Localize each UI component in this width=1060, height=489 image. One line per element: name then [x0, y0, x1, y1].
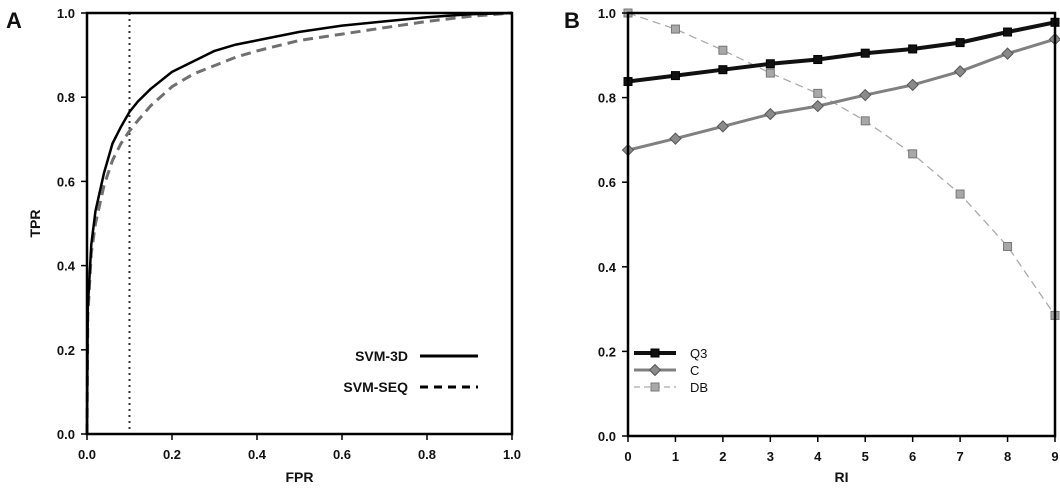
data-point-c — [1001, 47, 1014, 60]
x-tick-label: 0 — [624, 449, 631, 464]
panel-letter-a: A — [6, 8, 22, 33]
data-point-q3 — [765, 59, 775, 69]
panel-a-roc-chart: 0.0 0.2 0.4 0.6 0.8 1.0 0.0 0.2 0.4 0.6 0.8 1.0 FPR T… — [6, 6, 521, 485]
panel-b-ri-chart: 0 1 2 3 4 5 6 7 8 9 0.0 0.2 0.4 0.6 0.8 1.0 RI B Q3 C DB — [564, 6, 1060, 485]
panel-letter-b: B — [564, 8, 580, 33]
y-tick-label: 0.0 — [598, 429, 616, 444]
data-point-c — [669, 132, 682, 145]
data-point-c — [906, 78, 919, 92]
data-point-q3 — [860, 48, 870, 58]
x-tick-label: 7 — [956, 449, 963, 464]
legend-label-c: C — [690, 363, 699, 378]
series-line-db — [627, 12, 1056, 316]
x-tick-label: 5 — [862, 449, 869, 464]
y-tick-label: 0.4 — [598, 260, 617, 275]
x-tick-label: 2 — [719, 449, 726, 464]
data-point-c — [716, 120, 730, 133]
x-tick-label: 6 — [909, 449, 916, 464]
data-point-db — [765, 68, 775, 78]
data-point-q3 — [955, 38, 965, 48]
series-line-svm-3d — [85, 11, 513, 435]
y-tick-label: 0.6 — [57, 174, 75, 189]
plot-frame — [85, 11, 514, 436]
x-tick-label: 1.0 — [503, 447, 521, 462]
data-point-c — [811, 99, 824, 113]
legend-swatch-marker-db — [650, 382, 660, 392]
y-tick-label: 0.4 — [57, 259, 76, 274]
x-tick-label: 0.8 — [418, 447, 436, 462]
data-point-db — [955, 189, 965, 199]
x-tick-label: 0.6 — [333, 447, 351, 462]
data-point-c — [953, 65, 967, 78]
y-tick-label: 1.0 — [598, 6, 616, 21]
data-point-q3 — [718, 65, 728, 75]
data-point-c — [764, 107, 777, 121]
series-line-q3 — [627, 20, 1056, 84]
x-axis-label: FPR — [286, 469, 314, 485]
data-point-db — [813, 88, 823, 98]
legend-label-svm-seq: SVM-SEQ — [343, 379, 408, 395]
x-tick-label: 0.4 — [248, 447, 267, 462]
data-point-q3 — [908, 44, 918, 54]
x-tick-label: 0.0 — [78, 447, 96, 462]
y-tick-label: 0.8 — [57, 90, 75, 105]
x-tick-label: 0.2 — [163, 447, 181, 462]
legend-label-svm-3d: SVM-3D — [355, 348, 408, 364]
legend-swatch-marker-c — [648, 363, 662, 377]
x-axis-label: RI — [835, 469, 849, 485]
data-point-db — [718, 45, 728, 55]
data-point-db — [670, 24, 680, 34]
y-tick-label: 1.0 — [57, 6, 75, 21]
data-point-db — [1003, 241, 1013, 251]
data-point-c — [859, 88, 872, 102]
y-tick-label: 0.0 — [57, 427, 75, 442]
y-tick-label: 0.2 — [57, 343, 75, 358]
x-tick-label: 4 — [814, 449, 822, 464]
data-point-q3 — [1003, 27, 1013, 37]
series-line-svm-seq — [85, 11, 513, 435]
legend-label-db: DB — [690, 380, 708, 395]
legend-label-q3: Q3 — [690, 346, 707, 361]
y-tick-label: 0.6 — [598, 175, 616, 190]
data-point-db — [908, 149, 918, 159]
x-tick-label: 1 — [672, 449, 679, 464]
legend-swatch-marker-q3 — [650, 348, 660, 358]
x-tick-label: 9 — [1051, 449, 1058, 464]
data-point-db — [860, 116, 870, 126]
y-tick-label: 0.8 — [598, 91, 616, 106]
x-tick-label: 8 — [1004, 449, 1011, 464]
data-point-q3 — [670, 71, 680, 81]
x-tick-label: 3 — [767, 449, 774, 464]
y-axis-label: TPR — [27, 210, 43, 238]
plot-frame — [626, 11, 1057, 438]
y-tick-label: 0.2 — [598, 344, 616, 359]
series-line-c — [627, 37, 1056, 152]
data-point-q3 — [813, 55, 823, 65]
